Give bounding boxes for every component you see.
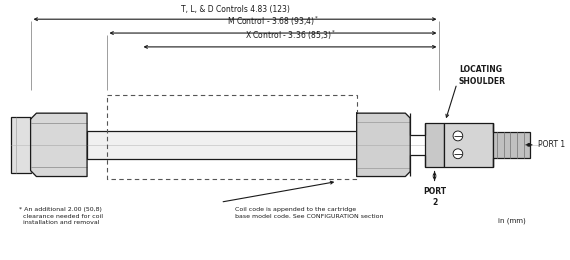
Text: PORT 1: PORT 1 [538, 140, 565, 149]
Text: in (mm): in (mm) [498, 217, 526, 224]
Polygon shape [357, 113, 410, 177]
Text: LOCATING
SHOULDER: LOCATING SHOULDER [459, 65, 506, 86]
Polygon shape [31, 113, 87, 177]
Text: PORT
2: PORT 2 [423, 187, 446, 207]
Text: * An additional 2.00 (50,8)
  clearance needed for coil
  installation and remov: * An additional 2.00 (50,8) clearance ne… [19, 207, 103, 225]
Text: M Control - 3.68 (93,4)$^*$: M Control - 3.68 (93,4)$^*$ [227, 15, 319, 28]
Bar [444, 123, 493, 167]
Bar [11, 117, 31, 173]
Text: T, L, & D Controls 4.83 (123): T, L, & D Controls 4.83 (123) [181, 5, 290, 14]
Bar [87, 131, 357, 159]
Bar [493, 132, 530, 158]
Bar [425, 123, 444, 167]
Text: X Control - 3.36 (85,3)$^*$: X Control - 3.36 (85,3)$^*$ [245, 29, 336, 42]
Circle shape [453, 131, 463, 141]
Bar [107, 95, 357, 179]
Text: Coil code is appended to the cartridge
base model code. See CONFIGURATION sectio: Coil code is appended to the cartridge b… [235, 207, 384, 219]
Circle shape [453, 149, 463, 159]
